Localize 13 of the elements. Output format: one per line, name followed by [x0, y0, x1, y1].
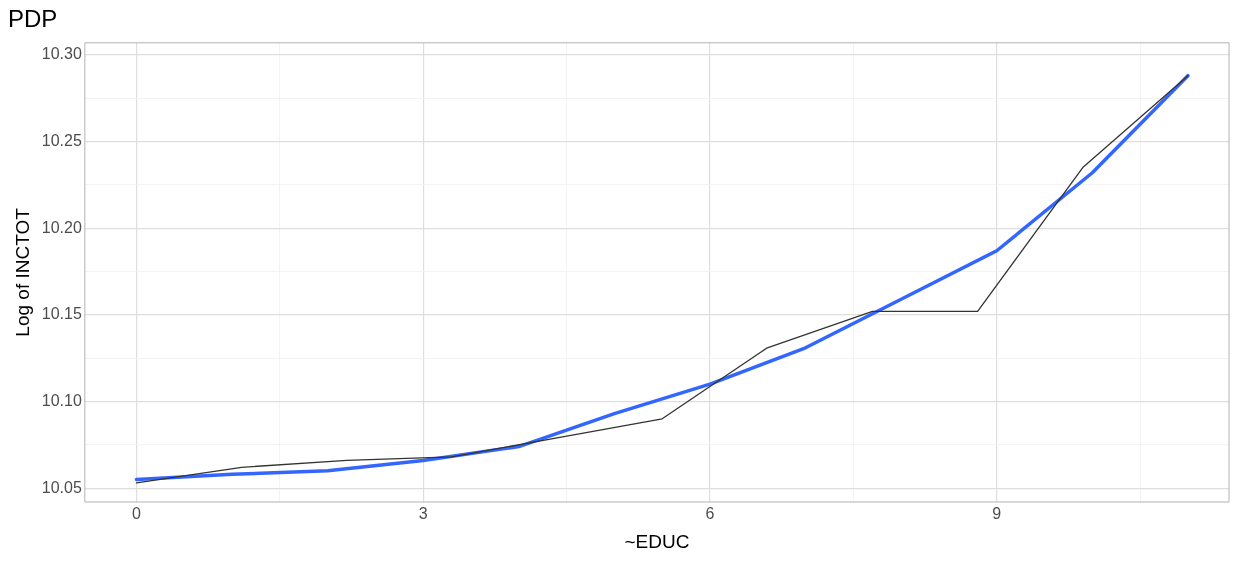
- x-tick-label: 6: [705, 505, 715, 523]
- y-tick-label: 10.25: [41, 131, 82, 149]
- x-tick-label: 0: [132, 505, 141, 523]
- y-tick-label: 10.30: [41, 45, 82, 63]
- y-tick-label: 10.05: [41, 478, 82, 496]
- y-tick-label: 10.10: [41, 391, 82, 409]
- x-tick-label: 3: [418, 505, 428, 523]
- chart-title: PDP: [8, 5, 58, 33]
- x-tick-label: 9: [992, 505, 1002, 523]
- x-axis-title: ~EDUC: [624, 530, 690, 552]
- y-tick-label: 10.15: [41, 305, 82, 323]
- y-tick-label: 10.20: [41, 218, 82, 236]
- y-axis-title: Log of INCTOT: [11, 207, 33, 337]
